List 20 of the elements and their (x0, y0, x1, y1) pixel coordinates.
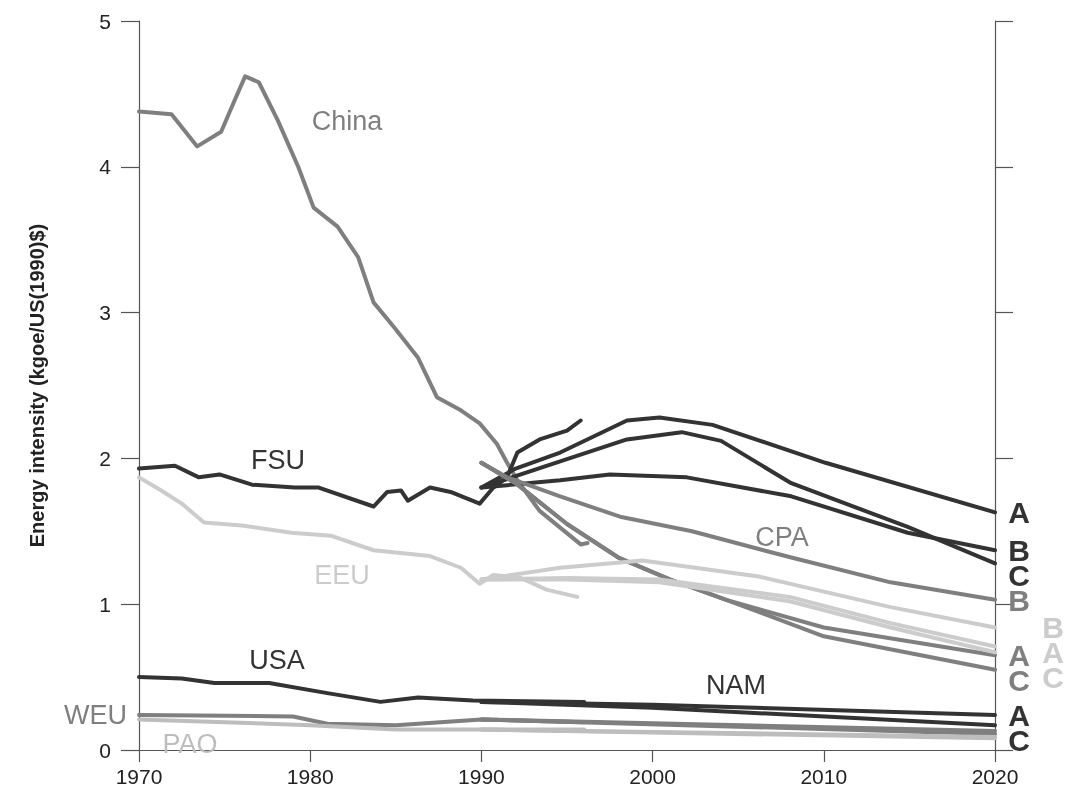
y-tick-label: 1 (99, 592, 111, 616)
y-tick-label: 2 (99, 446, 111, 470)
y-tick-label: 4 (99, 155, 112, 179)
series-label: USA (249, 645, 305, 675)
x-tick-label: 1990 (458, 765, 505, 788)
x-tick-label: 1970 (115, 765, 163, 788)
series-label: A (1008, 495, 1030, 529)
series-label: WEU (64, 700, 127, 730)
x-tick-label: 1980 (286, 765, 334, 788)
x-tick-label: 2020 (971, 765, 1019, 788)
x-tick-label: 2000 (629, 765, 676, 788)
annotation: NAM (706, 670, 766, 700)
series-label: China (311, 106, 384, 136)
y-tick-label: 5 (99, 9, 111, 33)
series-label: FSU (251, 445, 305, 475)
y-tick-label: 0 (99, 738, 111, 762)
annotation: CPA (755, 522, 809, 552)
y-tick-label: 3 (99, 301, 111, 325)
y-axis-title: Energy intensity (kgoe/US(1990)$) (26, 223, 48, 548)
x-tick-label: 2010 (800, 765, 848, 788)
